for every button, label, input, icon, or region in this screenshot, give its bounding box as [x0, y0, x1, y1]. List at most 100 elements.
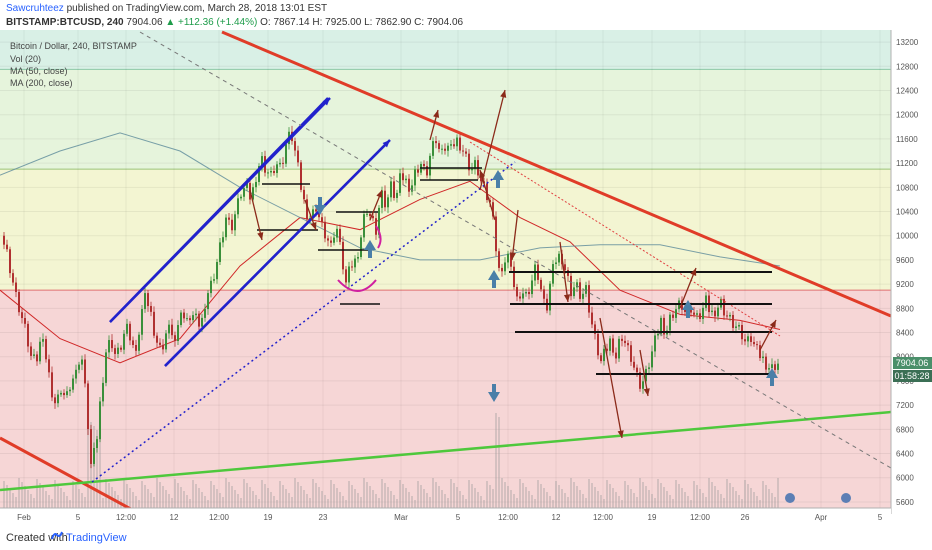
x-tick-label: 12:00 [116, 513, 137, 522]
candle-body [306, 199, 308, 220]
ohlc-close: C: 7904.06 [414, 17, 464, 28]
volume-bar [501, 478, 503, 508]
volume-bar [402, 484, 404, 508]
volume-bar [303, 490, 305, 508]
candle-body [108, 340, 110, 353]
volume-bar [708, 478, 710, 508]
candle-body [633, 361, 635, 368]
volume-bar [453, 483, 455, 508]
candle-body [141, 309, 143, 335]
candle-body [90, 429, 92, 464]
volume-bar [354, 489, 356, 508]
volume-bar [129, 488, 131, 508]
volume-bar [651, 494, 653, 508]
volume-bar [279, 481, 281, 508]
volume-bar [276, 500, 278, 508]
price-arrow-head [310, 222, 317, 230]
marker-arrow [364, 240, 376, 250]
candle-body [18, 291, 20, 313]
volume-bar [531, 495, 533, 508]
candle-body [48, 359, 50, 373]
volume-bar [192, 480, 194, 508]
candle-body [363, 214, 365, 238]
volume-bar [174, 479, 176, 508]
candle-body [648, 367, 650, 369]
candle-body [303, 189, 305, 200]
volume-bar [33, 498, 35, 508]
candle-body [333, 237, 335, 243]
volume-bar [567, 497, 569, 508]
volume-bar [15, 497, 17, 508]
price-chart[interactable]: Bitcoin / Dollar, 240, BITSTAMP Vol (20)… [0, 30, 932, 526]
candle-body [315, 209, 317, 212]
x-tick-label: 12:00 [209, 513, 230, 522]
candle-body [471, 168, 473, 171]
marker-arrow [682, 300, 694, 310]
candle-body [189, 318, 191, 321]
volume-bar [675, 480, 677, 508]
volume-bar [27, 490, 29, 508]
candle-body [372, 215, 374, 219]
candle-body [204, 309, 206, 318]
y-tick-label: 10800 [896, 183, 919, 192]
candle-body [507, 253, 509, 263]
volume-bar [477, 492, 479, 508]
candle-body [360, 237, 362, 258]
candle-body [693, 312, 695, 315]
price-change: ▲ +112.36 (+1.44%) [165, 17, 258, 28]
volume-bar [510, 490, 512, 508]
volume-bar [360, 497, 362, 508]
x-tick-label: Mar [394, 513, 408, 522]
volume-bar [633, 493, 635, 508]
candle-body [336, 228, 338, 238]
volume-bar [186, 495, 188, 508]
tradingview-logo-icon [51, 531, 63, 540]
volume-bar [219, 493, 221, 508]
flag-icon[interactable] [841, 493, 851, 503]
volume-bar [459, 491, 461, 508]
candle-body [246, 182, 248, 189]
flag-icon[interactable] [785, 493, 795, 503]
x-tick-label: 12:00 [498, 513, 519, 522]
candle-body [594, 324, 596, 334]
volume-bar [693, 481, 695, 508]
channel-arrow-head [382, 140, 390, 148]
candle-body [384, 190, 386, 208]
candle-body [516, 287, 518, 297]
candle-body [150, 306, 152, 312]
tradingview-brand[interactable]: TradingView [66, 532, 127, 544]
publish-line: Sawcruhteez published on TradingView.com… [6, 3, 327, 14]
volume-bar [330, 480, 332, 508]
volume-bar [66, 496, 68, 508]
marker-arrow [488, 270, 500, 280]
candle-body [357, 257, 359, 259]
volume-bar [669, 495, 671, 508]
volume-bar [594, 487, 596, 508]
candle-body [27, 323, 29, 347]
candle-body [213, 279, 215, 281]
volume-bar [312, 479, 314, 508]
candle-body [180, 312, 182, 326]
candle-body [276, 164, 278, 174]
y-tick-label: 9600 [896, 256, 914, 265]
volume-bar [357, 493, 359, 508]
descending-trendline [221, 30, 892, 318]
candle-body [63, 392, 65, 396]
drawings [0, 30, 892, 516]
volume-bar [765, 485, 767, 508]
volume-bar [51, 499, 53, 508]
volume-bar [240, 498, 242, 508]
candle-body [405, 178, 407, 181]
volume-bar [81, 493, 83, 508]
volume-bar [84, 497, 86, 508]
candle-body [735, 326, 737, 328]
volume-bar [246, 483, 248, 508]
volume-bar [42, 487, 44, 508]
candle-body [297, 150, 299, 163]
candle-body [705, 295, 707, 308]
volume-bar [135, 496, 137, 508]
author-link[interactable]: Sawcruhteez [6, 3, 64, 14]
volume-bar [702, 493, 704, 508]
y-tick-label: 8800 [896, 304, 914, 313]
volume-bar [57, 484, 59, 508]
